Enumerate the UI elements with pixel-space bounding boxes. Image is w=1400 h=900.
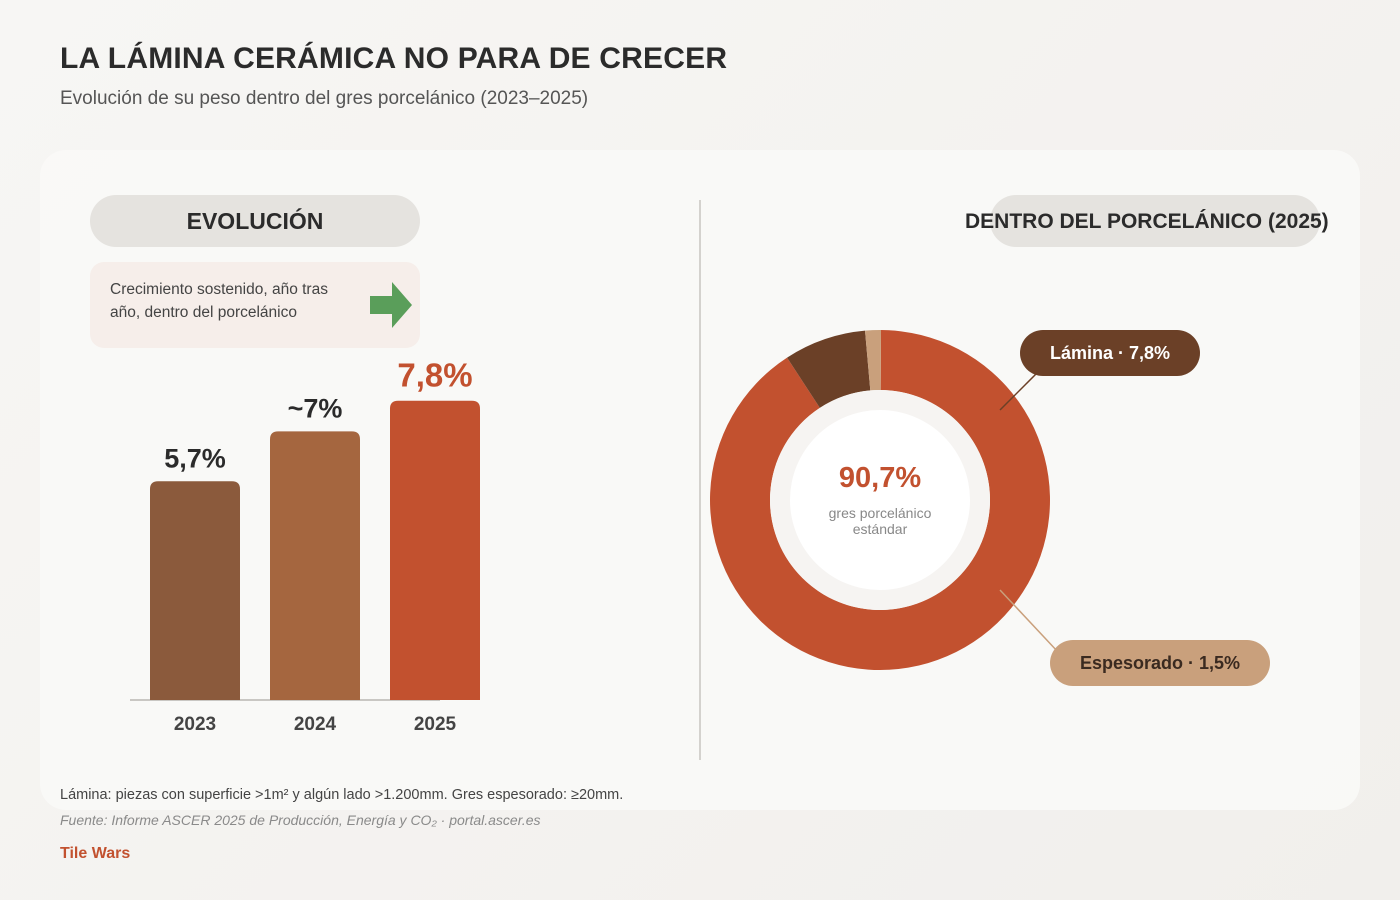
bar-value-label-2024: ~7%: [288, 393, 343, 423]
donut-slice-0: [709, 330, 1050, 670]
bar-value-label-2025: 7,8%: [397, 357, 472, 394]
callout-espesorado: Espesorado · 1,5%: [1050, 640, 1270, 686]
bar-2023: [150, 481, 240, 700]
donut-slice-2: [865, 330, 882, 391]
page-subtitle: Evolución de su peso dentro del gres por…: [60, 88, 589, 109]
x-tick-label-2025: 2025: [414, 714, 457, 735]
growth-note: Crecimiento sostenido, año tras año, den…: [90, 262, 420, 348]
definition-note: Lámina: piezas con superficie >1m² y alg…: [60, 787, 624, 803]
panel-divider: [699, 200, 701, 760]
leader-line-espesorado: [999, 589, 1059, 653]
evolution-heading: EVOLUCIÓN: [90, 195, 420, 247]
donut-center-value: 90,7%: [838, 462, 922, 494]
x-tick-label-2024: 2024: [294, 714, 337, 735]
arrow-right-icon: [370, 282, 412, 328]
leader-line-lamina: [999, 369, 1041, 411]
source-note: Fuente: Informe ASCER 2025 de Producción…: [60, 812, 541, 828]
donut-hole: [790, 410, 970, 590]
callout-lamina: Lámina · 7,8%: [1020, 330, 1200, 376]
bar-2024: [270, 431, 360, 700]
donut-slice-1: [787, 330, 871, 408]
bar-value-label-2023: 5,7%: [164, 443, 226, 473]
brand-name: Tile Wars: [60, 845, 131, 862]
donut-chart: [709, 330, 1059, 670]
bar-chart: 5,7% 2023 ~7% 2024 7,8% 2025: [130, 357, 480, 735]
growth-note-text: Crecimiento sostenido, año tras año, den…: [110, 281, 328, 321]
composition-heading-pill: [990, 195, 1320, 247]
bar-2025: [390, 400, 480, 700]
page-title: LA LÁMINA CERÁMICA NO PARA DE CRECER: [60, 42, 728, 75]
x-tick-label-2023: 2023: [174, 714, 216, 735]
donut-center-label: gres porcelánico estándar: [828, 505, 932, 537]
composition-heading: DENTRO DEL PORCELÁNICO (2025): [965, 210, 1329, 233]
